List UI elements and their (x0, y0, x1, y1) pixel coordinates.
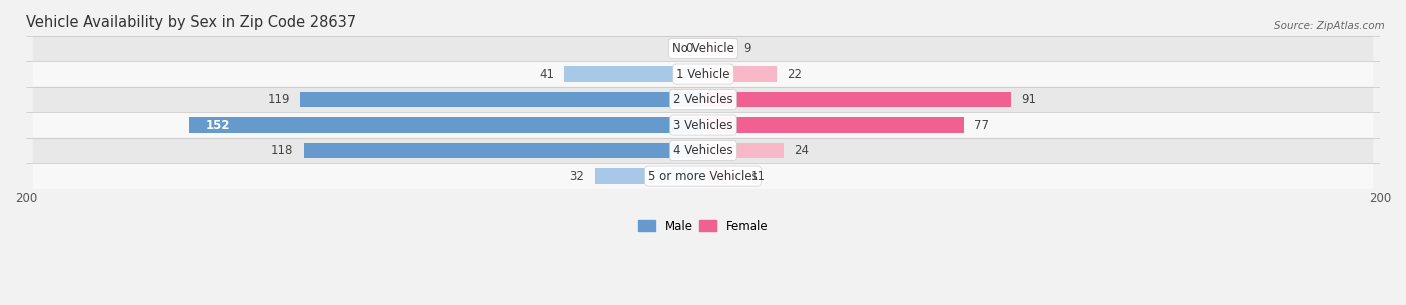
FancyBboxPatch shape (32, 138, 1374, 163)
Text: Source: ZipAtlas.com: Source: ZipAtlas.com (1274, 21, 1385, 31)
Text: No Vehicle: No Vehicle (672, 42, 734, 55)
Bar (564, 66, 703, 82)
Bar (703, 117, 963, 133)
Text: 2 Vehicles: 2 Vehicles (673, 93, 733, 106)
Text: 4 Vehicles: 4 Vehicles (673, 144, 733, 157)
FancyBboxPatch shape (32, 87, 1374, 112)
Text: 3 Vehicles: 3 Vehicles (673, 119, 733, 131)
Text: 24: 24 (794, 144, 810, 157)
Text: 77: 77 (974, 119, 988, 131)
Text: 152: 152 (205, 119, 231, 131)
Bar (703, 92, 1011, 107)
Bar (595, 168, 703, 184)
Text: 9: 9 (744, 42, 751, 55)
Text: 1 Vehicle: 1 Vehicle (676, 68, 730, 81)
Bar (304, 143, 703, 159)
Text: 0: 0 (686, 42, 693, 55)
Text: 118: 118 (271, 144, 294, 157)
Bar (703, 168, 740, 184)
Text: 41: 41 (538, 68, 554, 81)
Bar (703, 66, 778, 82)
FancyBboxPatch shape (32, 36, 1374, 61)
Text: 11: 11 (751, 170, 765, 183)
Text: 22: 22 (787, 68, 803, 81)
Bar (188, 117, 703, 133)
Text: 32: 32 (569, 170, 585, 183)
Text: 91: 91 (1021, 93, 1036, 106)
FancyBboxPatch shape (32, 61, 1374, 87)
FancyBboxPatch shape (32, 112, 1374, 138)
Bar (703, 41, 734, 56)
Text: 119: 119 (267, 93, 290, 106)
Bar (301, 92, 703, 107)
Text: Vehicle Availability by Sex in Zip Code 28637: Vehicle Availability by Sex in Zip Code … (27, 15, 356, 30)
FancyBboxPatch shape (32, 163, 1374, 189)
Legend: Male, Female: Male, Female (633, 215, 773, 237)
Text: 5 or more Vehicles: 5 or more Vehicles (648, 170, 758, 183)
Bar (703, 143, 785, 159)
